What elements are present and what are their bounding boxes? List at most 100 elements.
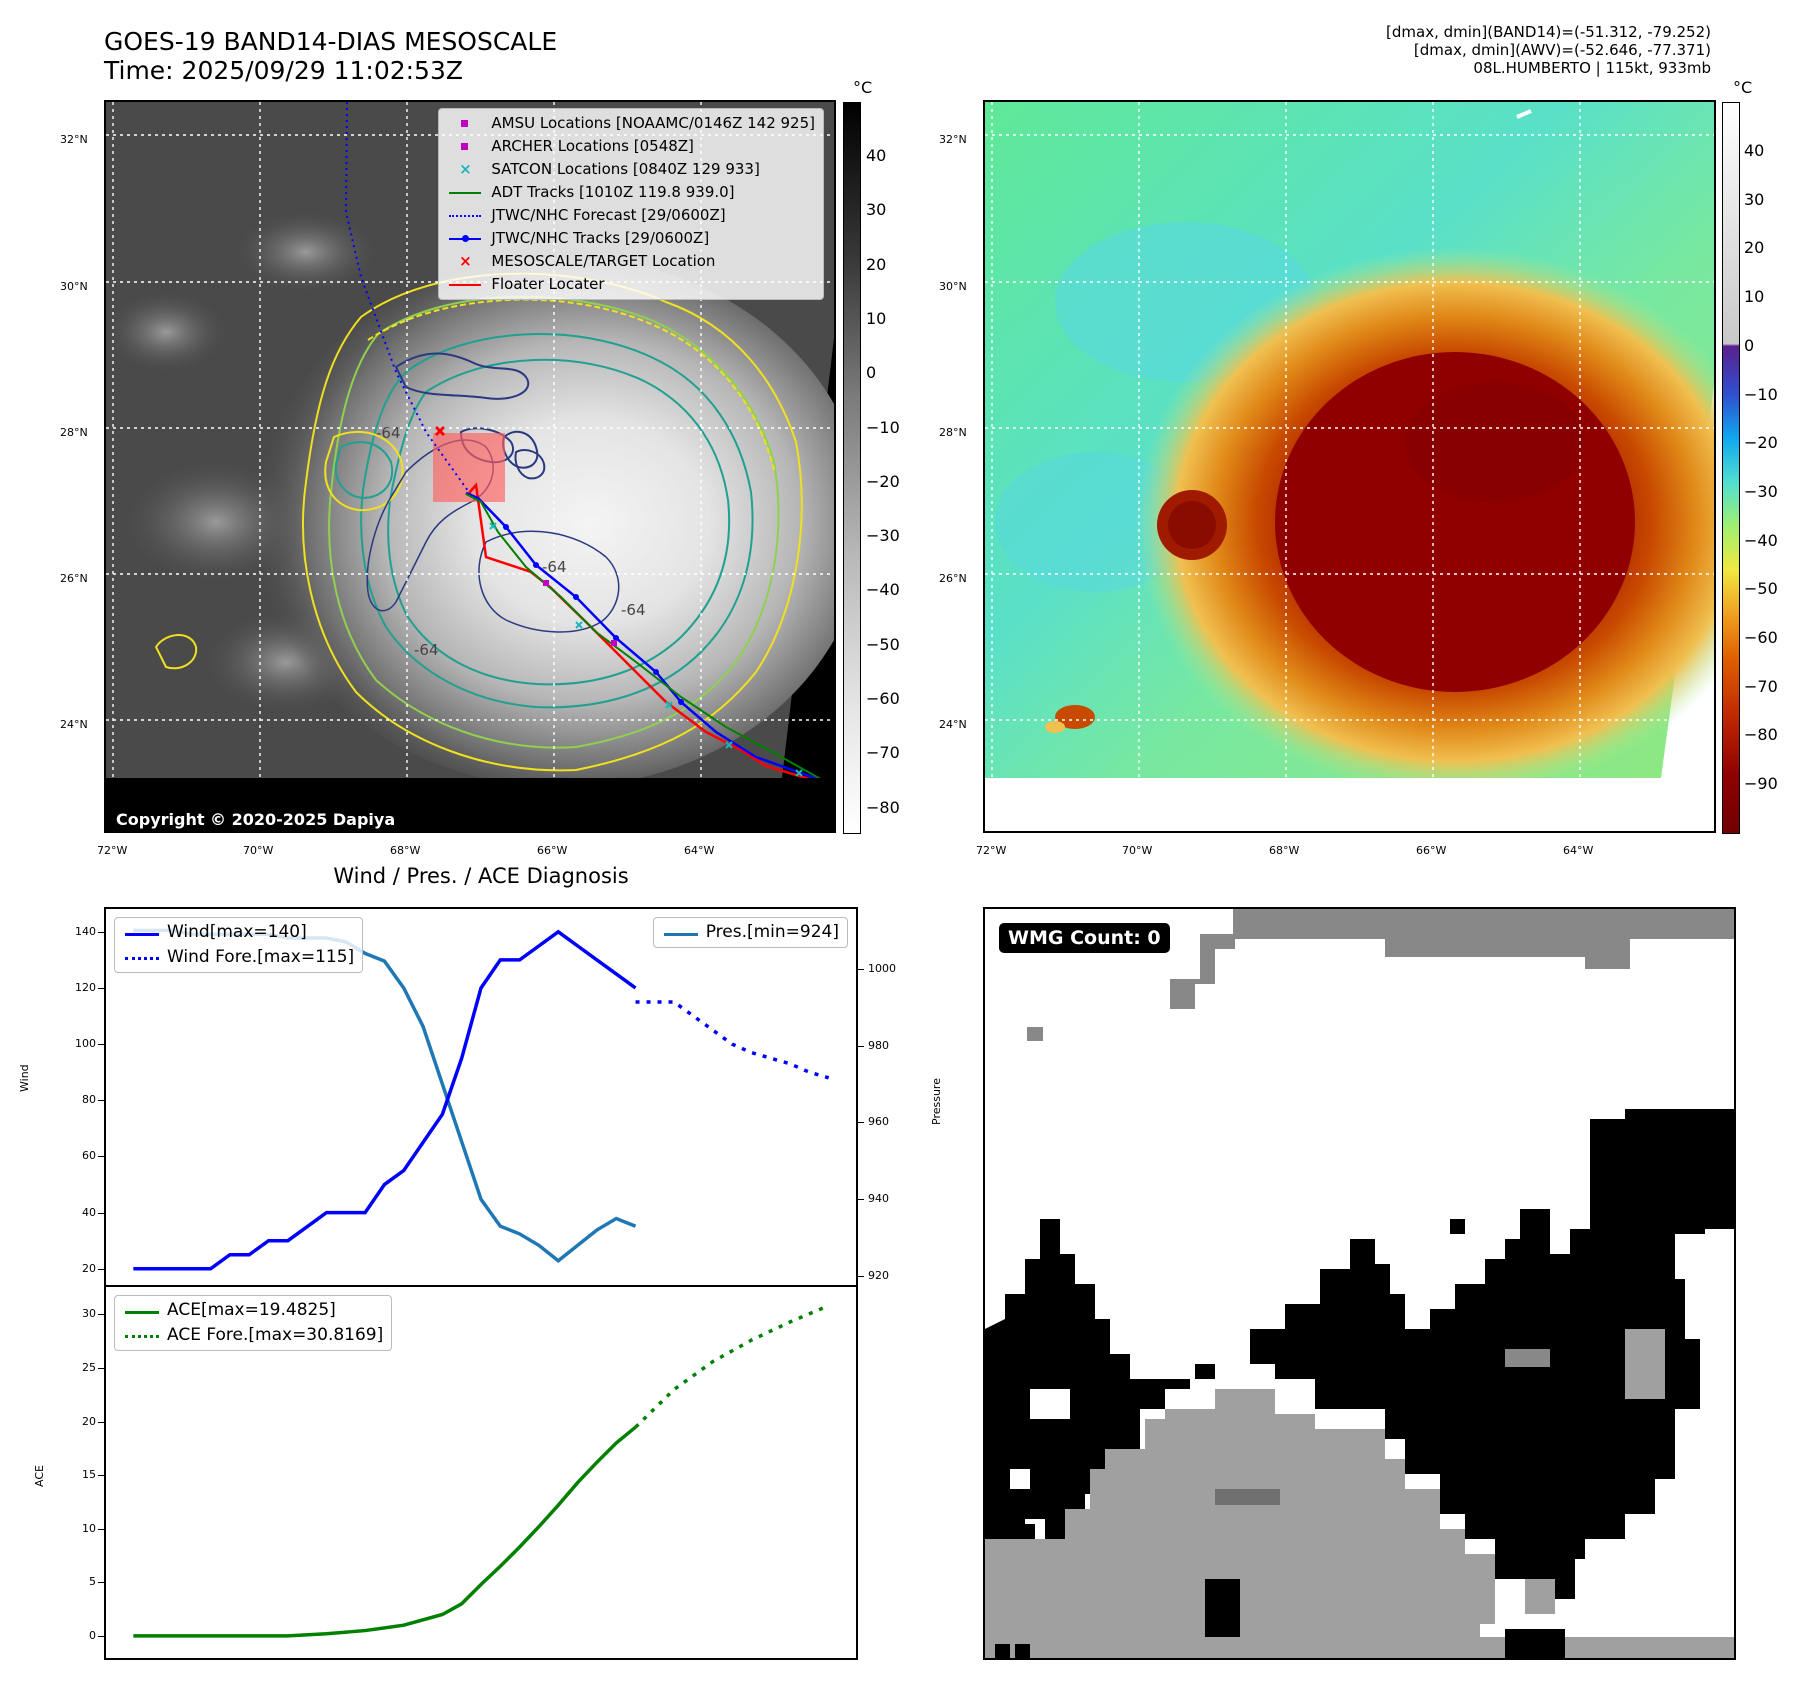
line-icon [662, 921, 698, 944]
wind-pressure-panel: Wind[max=140] Wind Fore.[max=115] Pres.[… [104, 907, 858, 1286]
legend-row-amsu: AMSU Locations [NOAAMC/0146Z 142 925] [447, 112, 815, 135]
legend-row-adt: ADT Tracks [1010Z 119.8 939.0] [447, 181, 815, 204]
small-convection [1045, 721, 1065, 733]
color-colorbar-tick-label: 20 [1744, 238, 1765, 258]
color-colorbar-tick-label: 40 [1744, 141, 1765, 160]
ir-color-map-graphic [985, 102, 1714, 831]
copyright-notice: Copyright © 2020-2025 Dapiya [116, 810, 396, 829]
legend-label: ACE[max=19.4825] [167, 1300, 336, 1320]
series-line [634, 1304, 830, 1429]
y-tick-mark [98, 1212, 104, 1214]
amsu-marker [611, 640, 617, 646]
legend-row-floater: Floater Locater [447, 273, 815, 296]
ace-plot [133, 1304, 830, 1638]
graticule [985, 102, 1714, 831]
contour-yellow-blob [324, 430, 404, 512]
y-tick-label: 60 [82, 1149, 96, 1163]
y-tick-label: 30 [82, 1307, 96, 1321]
wmg-class-black [1505, 1629, 1565, 1658]
y-tick-label: 1000 [868, 961, 896, 975]
y-tick-mark [858, 1276, 864, 1278]
wmg-class-white [1030, 1389, 1070, 1419]
contour-teal [360, 333, 754, 709]
y-tick-label: 0 [89, 1628, 96, 1642]
wind-legend: Wind[max=140] Wind Fore.[max=115] [114, 917, 364, 973]
legend-row-wind-fore: Wind Fore.[max=115] [123, 945, 354, 970]
contour-teal-blob [334, 441, 394, 500]
wmg-class-black [1640, 1179, 1675, 1239]
wmg-classification-map [985, 909, 1734, 1658]
wmg-class-gray [1027, 1027, 1043, 1041]
y-tick-label: 10 [82, 1521, 96, 1535]
legend-row-ace-fore: ACE Fore.[max=30.8169] [123, 1323, 383, 1348]
legend-row-ace: ACE[max=19.4825] [123, 1298, 383, 1323]
pressure-axis-label: Pressure [930, 1078, 943, 1125]
legend-label: ACE Fore.[max=30.8169] [167, 1325, 384, 1345]
intensity-info: [dmax, dmin](BAND14)=(-51.312, -79.252) … [1386, 23, 1711, 77]
wmg-class-gray [1505, 1349, 1550, 1367]
wmg-class-white [1010, 1469, 1030, 1489]
x-marker-icon: × [459, 160, 472, 178]
diagnosis-title: Wind / Pres. / ACE Diagnosis [333, 864, 629, 888]
line-icon [447, 181, 483, 204]
color-colorbar-tick-label: 10 [1744, 287, 1765, 307]
y-tick-mark [98, 988, 104, 989]
y-tick-mark [858, 1122, 864, 1124]
lon-label: 64°W [684, 844, 715, 857]
y-tick-mark [858, 968, 864, 970]
contour-yellow [302, 272, 803, 772]
legend-label: JTWC/NHC Forecast [29/0600Z] [491, 206, 726, 224]
y-tick-label: 25 [82, 1361, 96, 1374]
dotted-line-icon [447, 204, 483, 227]
y-tick-label: 5 [89, 1575, 96, 1589]
legend-label: ARCHER Locations [0548Z] [491, 137, 694, 155]
grayscale-colorbar-tick-label: −10 [866, 417, 900, 437]
wmg-class-lightgray [1625, 1329, 1665, 1399]
hurricane-cloud-shield [256, 257, 834, 787]
title-line-2: Time: 2025/09/29 11:02:53Z [104, 56, 463, 85]
info-line-3: 08L.HUMBERTO | 115kt, 933mb [1473, 59, 1711, 77]
info-line-2: [dmax, dmin](AWV)=(-52.646, -77.371) [1413, 41, 1711, 59]
lon-label: 68°W [1269, 844, 1300, 857]
map-legend: AMSU Locations [NOAAMC/0146Z 142 925] AR… [438, 108, 824, 300]
grayscale-colorbar-tick-label: −80 [866, 797, 900, 817]
ir-color-map [983, 100, 1716, 833]
lon-label: 72°W [976, 844, 1007, 857]
grayscale-colorbar-tick-label: 30 [866, 200, 887, 220]
lon-label: 68°W [390, 844, 421, 857]
line-dot-icon [447, 227, 483, 250]
info-line-1: [dmax, dmin](BAND14)=(-51.312, -79.252) [1386, 23, 1711, 41]
contour-yellow-fragment [367, 298, 775, 471]
series-line [635, 1000, 830, 1080]
wmg-class-lightgray [985, 1389, 1495, 1658]
legend-row-archer: ARCHER Locations [0548Z] [447, 135, 815, 158]
wmg-class-lightgray [1525, 1579, 1555, 1614]
square-marker-icon [447, 112, 483, 135]
grayscale-colorbar-tick-label: −30 [866, 526, 900, 546]
wmg-class-darkgray [1215, 1489, 1280, 1505]
legend-row-satcon: × SATCON Locations [0840Z 129 933] [447, 158, 815, 181]
colorbar-unit: °C [1733, 78, 1753, 97]
no-data-band [106, 778, 834, 831]
no-data-band [985, 778, 1714, 831]
contour-teal-inner [387, 358, 731, 686]
y-tick-mark [98, 1635, 104, 1637]
lat-label: 26°N [60, 572, 88, 585]
grayscale-colorbar-tick-label: −70 [866, 743, 900, 763]
lat-label: 28°N [60, 426, 88, 439]
color-colorbar-tick-label: −50 [1744, 579, 1778, 599]
lat-label: 32°N [939, 133, 967, 146]
cloud-patch [236, 212, 376, 292]
grayscale-colorbar-tick-label: −20 [866, 471, 900, 491]
color-colorbar-tick-label: −60 [1744, 628, 1778, 647]
y-tick-mark [98, 1368, 104, 1369]
grayscale-colorbar-tick-label: −40 [866, 580, 900, 600]
color-colorbar [1722, 102, 1740, 834]
grayscale-colorbar-tick-label: 10 [866, 308, 887, 328]
lat-label: 30°N [939, 280, 967, 293]
lon-label: 72°W [97, 844, 128, 857]
mesoscale-target-marker [434, 425, 446, 437]
color-colorbar-tick-label: −10 [1744, 384, 1778, 404]
pressure-legend: Pres.[min=924] [652, 917, 848, 948]
warm-speck [1516, 109, 1532, 119]
